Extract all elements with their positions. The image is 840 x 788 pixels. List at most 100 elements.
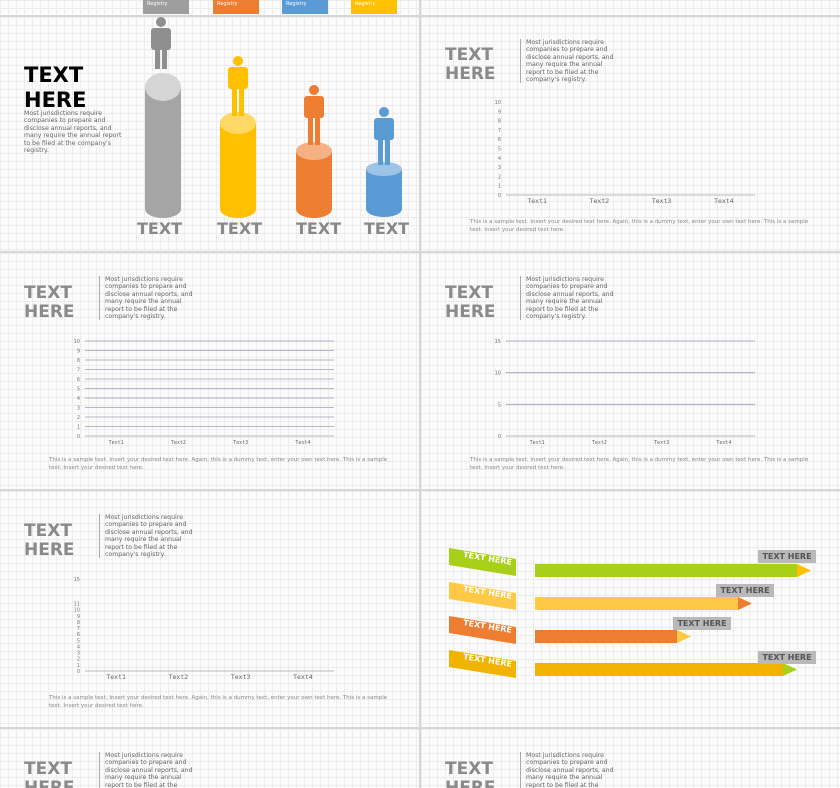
y-tick-label: 3	[77, 651, 80, 657]
bar-label-2: TEXT	[217, 219, 263, 238]
slide-partial-right[interactable]: TEXT HERE Most jurisdictions require comp…	[421, 729, 840, 788]
arrow-label-2: TEXT HERE	[716, 584, 774, 597]
x-tick-label: Text2	[592, 440, 607, 446]
slide-chart-2[interactable]: TEXT HERE Most jurisdictions require comp…	[421, 17, 840, 251]
slide-partial-left[interactable]: TEXT HERE Most jurisdictions require comp…	[0, 729, 419, 788]
slide-title: TEXT HERE	[24, 63, 87, 112]
y-tick-label: 7	[77, 368, 80, 374]
slide-footnote: This is a sample text. Insert your desir…	[470, 457, 809, 471]
y-tick-label: 6	[77, 632, 80, 638]
y-tick-label: 5	[77, 638, 80, 644]
y-tick-label: 6	[498, 137, 501, 143]
y-tick-label: 5	[498, 402, 501, 408]
slide-arrows[interactable]: TEXT HERE TEXT HERE TEXT HERE TEXT HERE …	[421, 491, 840, 727]
x-tick-label: Text1	[106, 673, 126, 681]
slide-title: TEXT HERE	[24, 521, 75, 560]
arrow-chart	[449, 548, 811, 678]
y-tick-label: 1	[498, 184, 501, 190]
y-tick-label: 2	[77, 657, 80, 663]
person-icon	[374, 107, 394, 165]
top-tab-4: Registry	[351, 0, 397, 14]
arrow-row-3	[449, 616, 691, 644]
slide-chart-4[interactable]: TEXT HERE Most jurisdictions require comp…	[421, 253, 840, 489]
slide-title: TEXT HERE	[445, 283, 496, 322]
slide-description: Most jurisdictions require companies to …	[99, 752, 199, 788]
x-tick-label: Text4	[293, 673, 313, 681]
horizontal-divider	[0, 15, 840, 17]
y-tick-label: 10	[495, 371, 501, 377]
y-tick-label: 0	[77, 434, 80, 440]
y-tick-label: 5	[77, 387, 80, 393]
y-tick-label: 3	[77, 406, 80, 412]
cylinder-chart	[145, 17, 402, 218]
y-tick-label: 2	[498, 174, 501, 180]
person-icon	[304, 85, 324, 145]
x-tick-label: Text3	[652, 197, 672, 205]
slide-chart-5[interactable]: TEXT HERE Most jurisdictions require comp…	[0, 491, 419, 727]
y-tick-label: 15	[74, 577, 80, 583]
y-tick-label: 15	[495, 339, 501, 345]
x-tick-label: Text3	[233, 440, 248, 446]
arrow-label-3: TEXT HERE	[673, 617, 731, 630]
chart-area: 0 1 2 3 4 5 6 7 8 9 10 Text1 Text2 Text3 Text4	[74, 339, 334, 446]
top-tab-3: Registry	[282, 0, 328, 14]
y-tick-label: 1	[77, 425, 80, 431]
top-slide-fragment-right	[421, 0, 840, 15]
slide-footnote: This is a sample text. Insert your desir…	[49, 457, 388, 471]
x-tick-label: Text3	[231, 673, 251, 681]
y-tick-label: 2	[77, 415, 80, 421]
arrow-row-2	[449, 582, 752, 610]
horizontal-divider	[0, 727, 840, 729]
y-tick-label: 8	[77, 620, 80, 626]
cylinder-3	[296, 142, 332, 218]
y-tick-label: 10	[495, 100, 501, 106]
cylinder-1	[145, 73, 181, 218]
arrow-row-4	[449, 650, 797, 678]
y-tick-label: 1	[77, 663, 80, 669]
arrow-label-1: TEXT HERE	[758, 550, 816, 563]
slide-description: Most jurisdictions require companies to …	[24, 110, 122, 155]
slide-description: Most jurisdictions require companies to …	[520, 752, 620, 788]
slide-description: Most jurisdictions require companies to …	[99, 276, 199, 321]
top-tab-1: Registry	[143, 0, 189, 14]
y-tick-label: 7	[498, 128, 501, 134]
y-tick-label: 4	[77, 396, 80, 402]
y-tick-label: 9	[77, 614, 80, 620]
chart-area: 0 5 10 15 Text1 Text2 Text3 Text4	[495, 339, 755, 446]
y-tick-label: 3	[498, 165, 501, 171]
y-tick-label: 11	[74, 602, 80, 608]
y-tick-label: 0	[498, 434, 501, 440]
chart-area: 0 1 2 3 4 5 6 7 8 9 10 Text1 Text2 Text3 Text4	[495, 100, 755, 205]
vertical-divider	[419, 0, 421, 788]
slide-chart-3[interactable]: TEXT HERE Most jurisdictions require comp…	[0, 253, 419, 489]
y-tick-label: 10	[74, 608, 80, 614]
slide-title: TEXT HERE	[445, 45, 496, 84]
bar-label-4: TEXT	[364, 219, 410, 238]
slide-title: TEXT HERE	[24, 283, 75, 322]
y-tick-label: 9	[77, 349, 80, 355]
y-tick-label: 4	[77, 644, 80, 650]
y-tick-label: 7	[77, 626, 80, 632]
horizontal-divider	[0, 251, 840, 253]
top-tab-2: Registry	[213, 0, 259, 14]
slide-description: Most jurisdictions require companies to …	[520, 39, 620, 84]
y-tick-label: 8	[77, 358, 80, 364]
slide-footnote: This is a sample text. Insert your desir…	[49, 695, 388, 709]
slide-cylinders[interactable]: TEXT HERE Most jurisdictions require comp…	[0, 17, 419, 251]
slide-title: TEXT HERE	[24, 759, 75, 788]
y-tick-label: 9	[498, 109, 501, 115]
x-tick-label: Text1	[527, 197, 547, 205]
bar-label-1: TEXT	[137, 219, 183, 238]
x-tick-label: Text4	[714, 197, 734, 205]
slide-footnote: This is a sample text. Insert your desir…	[470, 219, 809, 233]
x-tick-label: Text2	[171, 440, 186, 446]
slide-title: TEXT HERE	[445, 759, 496, 788]
y-tick-label: 10	[74, 339, 80, 345]
x-tick-label: Text4	[716, 440, 731, 446]
horizontal-divider	[0, 489, 840, 491]
x-tick-label: Text1	[530, 440, 545, 446]
bar-label-3: TEXT	[296, 219, 342, 238]
y-tick-label: 6	[77, 377, 80, 383]
